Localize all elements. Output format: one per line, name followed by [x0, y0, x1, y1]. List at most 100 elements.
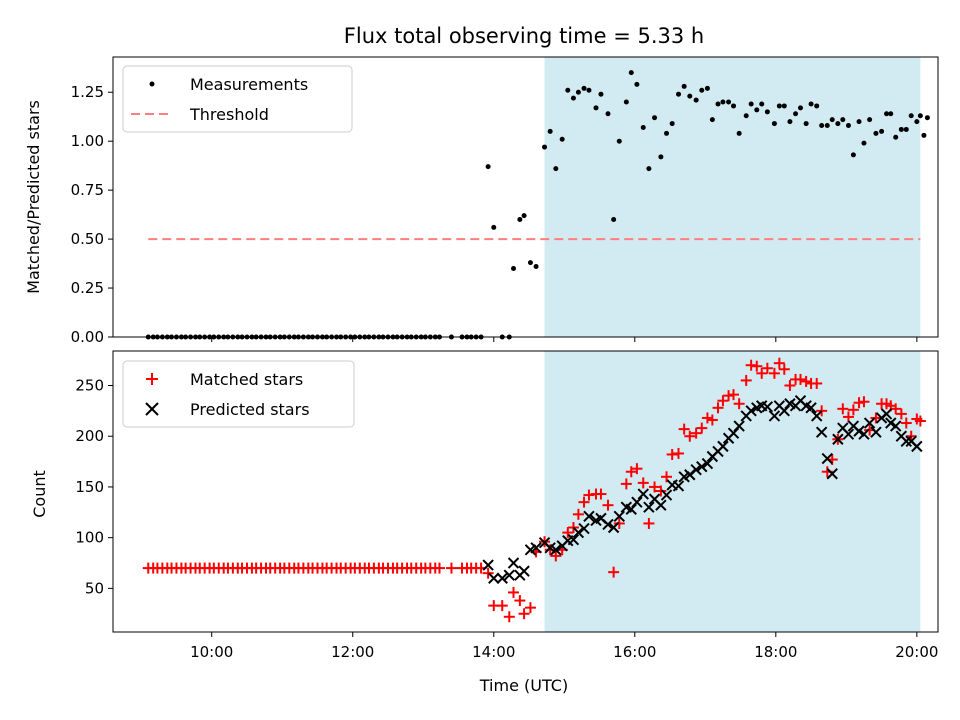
counts-legend: Matched stars Predicted stars: [122, 360, 355, 428]
predicted-star-point: [631, 496, 643, 508]
matched-star-point: [661, 471, 673, 483]
predicted-star-point: [660, 489, 673, 501]
measurement-point: [771, 121, 777, 127]
measurement-point: [491, 224, 497, 230]
measurement-point: [527, 260, 533, 266]
predicted-star-point: [815, 426, 828, 438]
counts-y-tick-label: 50: [85, 579, 104, 597]
measurement-point: [814, 103, 820, 109]
matched-star-point: [795, 373, 806, 385]
predicted-star-point: [550, 544, 562, 556]
measurement-point: [646, 166, 652, 172]
predicted-star-point: [507, 557, 520, 569]
matched-star-point: [649, 481, 661, 493]
matched-star-point: [778, 363, 790, 375]
x-tick-label: 10:00: [190, 643, 233, 661]
measurement-point: [687, 93, 693, 99]
predicted-star-point: [821, 452, 834, 465]
predicted-star-point: [826, 468, 838, 480]
ratio-y-tick-label: 0.75: [71, 181, 104, 199]
measurement-point: [898, 126, 904, 132]
measurement-point: [485, 164, 491, 170]
matched-star-point: [496, 600, 508, 612]
legend-measurements-marker: [149, 81, 155, 87]
measurement-point: [888, 111, 894, 117]
predicted-star-point: [655, 499, 667, 511]
matched-star-point: [847, 404, 859, 416]
ratio-panel: 0.00 0.25 0.50 0.75 1.00 1.25 Matched/Predict…: [24, 56, 939, 346]
matched-star-point: [655, 485, 667, 497]
measurement-point: [598, 91, 604, 97]
measurement-point: [634, 81, 640, 87]
measurement-point: [559, 136, 565, 142]
matched-star-point: [842, 411, 854, 423]
predicted-star-point: [889, 420, 902, 432]
matched-star-point: [625, 466, 637, 478]
matched-star-point: [643, 517, 655, 529]
measurement-point: [736, 130, 742, 136]
predicted-star-point: [567, 533, 580, 546]
ratio-shaded-region: [544, 57, 921, 337]
measurement-point: [835, 121, 841, 127]
matched-star-point: [816, 405, 828, 417]
ratio-legend: Measurements Threshold: [122, 65, 353, 133]
matched-star-point: [784, 379, 796, 391]
measurement-point: [699, 87, 705, 93]
measurement-point: [845, 123, 851, 129]
matched-star-point: [811, 377, 823, 389]
ratio-axes-frame: [112, 56, 939, 338]
matched-star-point: [578, 496, 590, 508]
ratio-x-ticks: [211, 337, 918, 342]
measurement-point: [553, 166, 559, 172]
matched-star-point: [613, 517, 625, 529]
predicted-star-point: [578, 522, 590, 535]
measurement-point: [693, 97, 699, 103]
counts-y-ticks: 50 100 150 200 250: [75, 376, 113, 597]
matched-star-point: [631, 463, 643, 475]
matched-star-point: [602, 499, 614, 511]
predicted-star-point: [733, 420, 745, 432]
counts-y-tick-label: 250: [75, 376, 104, 394]
measurement-point: [623, 99, 629, 105]
measurement-point: [793, 111, 799, 117]
measurement-point: [664, 130, 670, 136]
measurement-point: [829, 117, 835, 123]
matched-star-point: [870, 412, 882, 424]
matched-star-point: [572, 508, 584, 520]
measurement-point: [808, 101, 814, 107]
predicted-star-point: [690, 463, 702, 476]
matched-star-point: [706, 414, 718, 426]
legend-matched-marker: [146, 373, 158, 385]
x-tick-label: 20:00: [895, 643, 938, 661]
measurement-point: [748, 101, 754, 107]
measurement-point: [586, 87, 592, 93]
measurement-point: [776, 103, 782, 109]
measurement-point: [819, 123, 825, 129]
predicted-star-point: [482, 559, 494, 571]
predicted-star-point: [761, 401, 774, 413]
legend-matched-label: Matched stars: [190, 370, 303, 389]
counts-axes-frame: [112, 350, 939, 633]
measurement-point: [856, 119, 862, 125]
matched-star-point: [712, 402, 724, 414]
measurement-point: [715, 101, 721, 107]
measurement-point: [628, 70, 634, 76]
matched-star-point: [445, 562, 457, 574]
ratio-y-tick-label: 1.00: [71, 132, 104, 150]
predicted-star-point: [717, 440, 729, 453]
measurement-point: [884, 111, 890, 117]
predicted-star-point: [858, 428, 870, 440]
predicted-star-point: [518, 565, 530, 577]
ratio-y-tick-label: 0.00: [71, 328, 104, 346]
measurement-point: [893, 134, 899, 140]
matched-star-point: [567, 522, 579, 534]
predicted-star-point: [696, 460, 708, 473]
predicted-star-point: [602, 518, 614, 531]
matched-star-point: [761, 362, 773, 374]
predicted-star-point: [701, 457, 714, 470]
ratio-y-ticks: 0.00 0.25 0.50 0.75 1.00 1.25: [71, 83, 113, 346]
measurement-point: [759, 101, 765, 107]
predicted-star-point: [911, 440, 923, 453]
matched-star-point: [696, 422, 708, 434]
matched-star-point: [508, 586, 520, 598]
